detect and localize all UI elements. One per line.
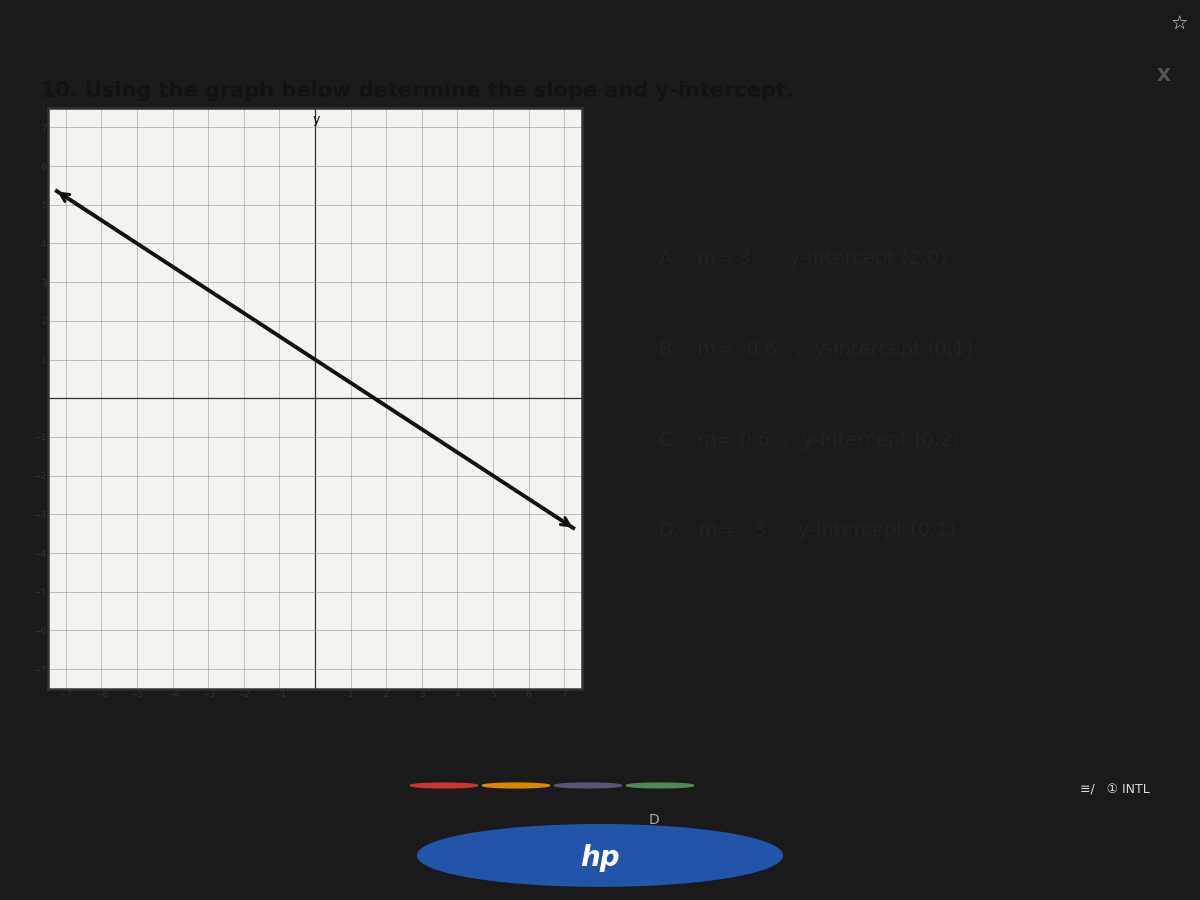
Text: 10. Using the graph below determine the slope and y-intercept.: 10. Using the graph below determine the … — [42, 81, 794, 101]
Text: A.   m= 3   ;  y-intercept (2,0): A. m= 3 ; y-intercept (2,0) — [659, 249, 947, 268]
Text: D: D — [649, 813, 659, 827]
Circle shape — [410, 783, 478, 788]
Text: ≡/   ① INTL: ≡/ ① INTL — [1080, 783, 1150, 796]
Circle shape — [418, 824, 782, 886]
Circle shape — [482, 783, 550, 788]
Text: B.   m= -0.6.  ;  y-intercept (0,1): B. m= -0.6. ; y-intercept (0,1) — [659, 340, 973, 359]
Text: X: X — [1157, 67, 1170, 85]
Text: C.   m= 0.6  ;  y-intercept (0,2): C. m= 0.6 ; y-intercept (0,2) — [659, 430, 960, 450]
Text: D.   m=  -3  ;  y-intercept (0,1): D. m= -3 ; y-intercept (0,1) — [659, 521, 956, 540]
Text: ☆: ☆ — [1170, 15, 1188, 34]
Text: hp: hp — [580, 844, 620, 872]
Circle shape — [554, 783, 622, 788]
Text: y: y — [313, 113, 320, 126]
Circle shape — [626, 783, 694, 788]
